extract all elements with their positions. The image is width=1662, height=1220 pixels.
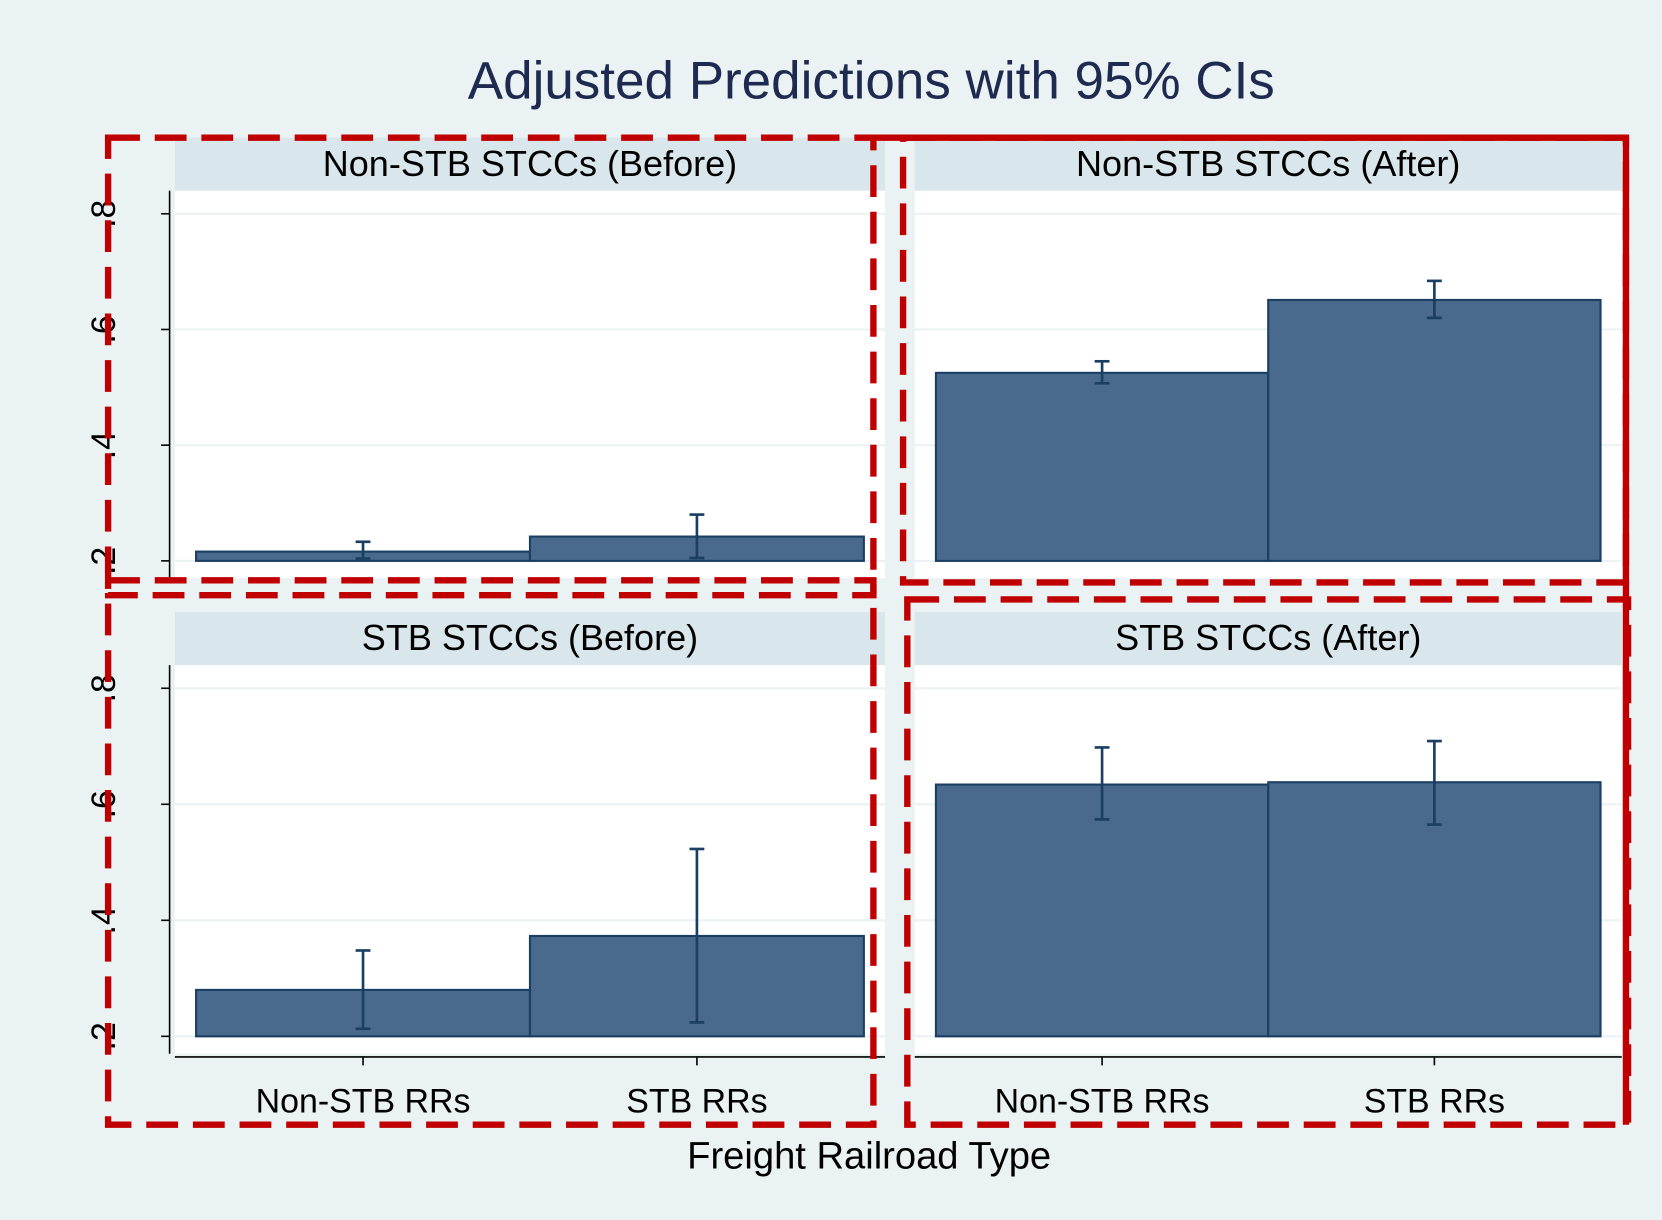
y-tick-label: .4: [85, 906, 123, 934]
chart-title: Adjusted Predictions with 95% CIs: [468, 52, 1275, 111]
highlight-box: [104, 134, 877, 599]
y-tick-label: .2: [85, 1022, 123, 1050]
y-tick-label: .6: [85, 315, 123, 343]
y-tick-label: .4: [85, 431, 123, 459]
highlight-box: [104, 577, 877, 1128]
panel-title: STB STCCs (Before): [362, 617, 698, 658]
y-tick-label: .8: [85, 200, 123, 228]
x-tick-label: STB RRs: [626, 1082, 767, 1120]
x-tick-label: STB RRs: [1364, 1082, 1505, 1120]
bar: [934, 371, 1270, 562]
panel-strip: [914, 137, 1622, 191]
y-tick-label: .6: [85, 790, 123, 818]
plot-area: [174, 190, 886, 579]
panels: Non-STB STCCs (Before) .2 .4 .6 .8 Non-STB ST…: [85, 137, 1622, 1120]
panel-strip: [174, 612, 886, 666]
x-axis-label: Freight Railroad Type: [687, 1135, 1051, 1178]
y-tick-label: .8: [85, 674, 123, 702]
y-tick-label: .2: [85, 547, 123, 575]
panel-title: Non-STB STCCs (Before): [323, 143, 737, 184]
panel-title: STB STCCs (After): [1115, 617, 1421, 658]
panel-strip: [914, 612, 1622, 666]
panel-title: Non-STB STCCs (After): [1076, 143, 1460, 184]
bar: [934, 783, 1270, 1038]
bar: [1267, 298, 1602, 562]
x-tick-label: Non-STB RRs: [256, 1082, 471, 1120]
panel-strip: [174, 137, 886, 191]
x-tick-label: Non-STB RRs: [995, 1082, 1210, 1120]
